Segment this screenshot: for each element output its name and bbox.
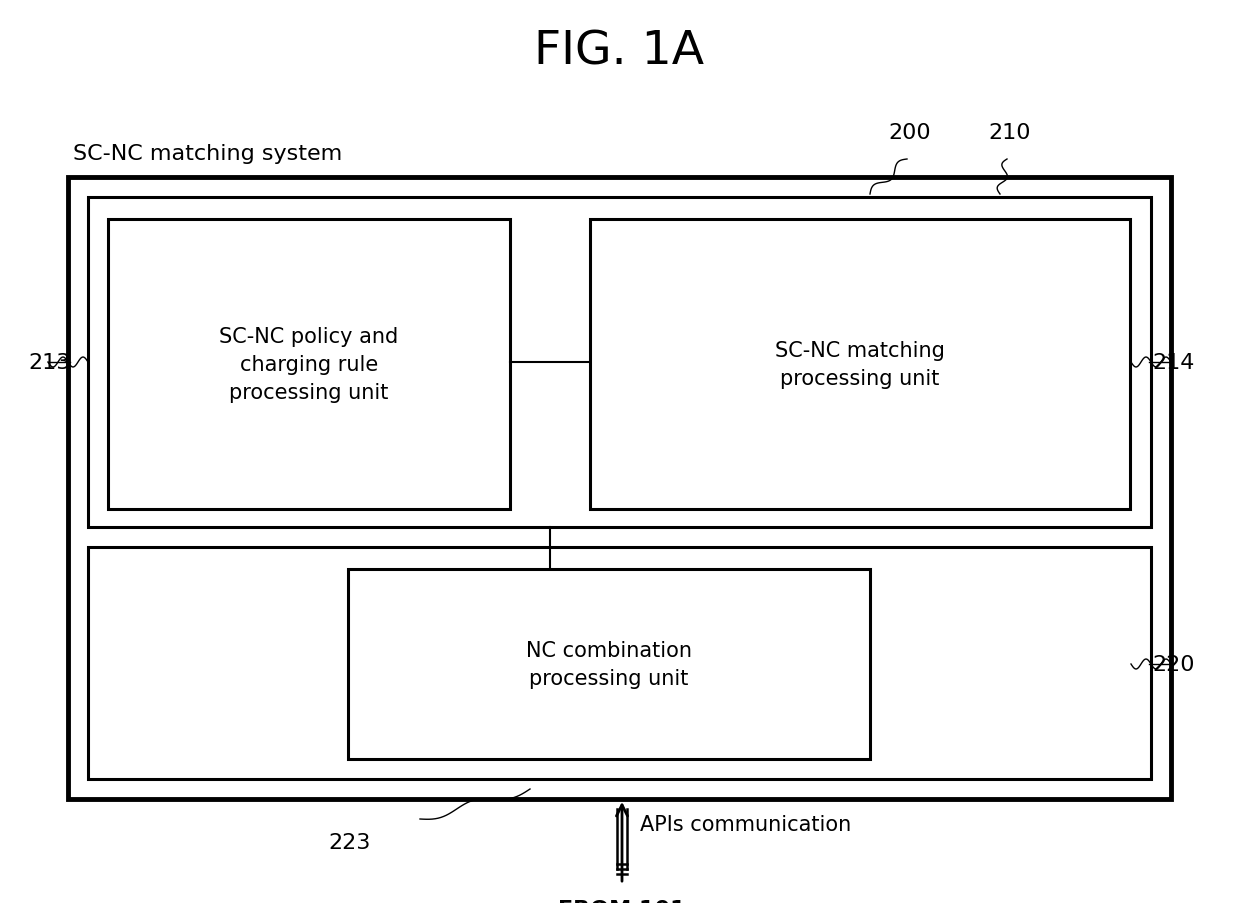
Text: 200: 200 xyxy=(888,123,932,143)
Text: FROM 101: FROM 101 xyxy=(559,899,686,903)
Bar xyxy=(68,178,1171,799)
Text: SC-NC matching system: SC-NC matching system xyxy=(73,144,342,163)
Bar xyxy=(88,547,1151,779)
Bar xyxy=(108,219,510,509)
Text: 223: 223 xyxy=(328,832,372,852)
Text: SC-NC matching
processing unit: SC-NC matching processing unit xyxy=(776,340,945,388)
Bar xyxy=(88,198,1151,527)
Bar xyxy=(348,570,870,759)
Text: 213: 213 xyxy=(28,352,71,373)
Text: NC combination
processing unit: NC combination processing unit xyxy=(527,640,693,688)
Text: FIG. 1A: FIG. 1A xyxy=(534,30,705,74)
Text: 210: 210 xyxy=(989,123,1031,143)
Text: APIs communication: APIs communication xyxy=(641,815,851,834)
Text: 220: 220 xyxy=(1152,655,1194,675)
Bar xyxy=(590,219,1130,509)
Text: SC-NC policy and
charging rule
processing unit: SC-NC policy and charging rule processin… xyxy=(219,327,399,403)
Text: 214: 214 xyxy=(1152,352,1194,373)
